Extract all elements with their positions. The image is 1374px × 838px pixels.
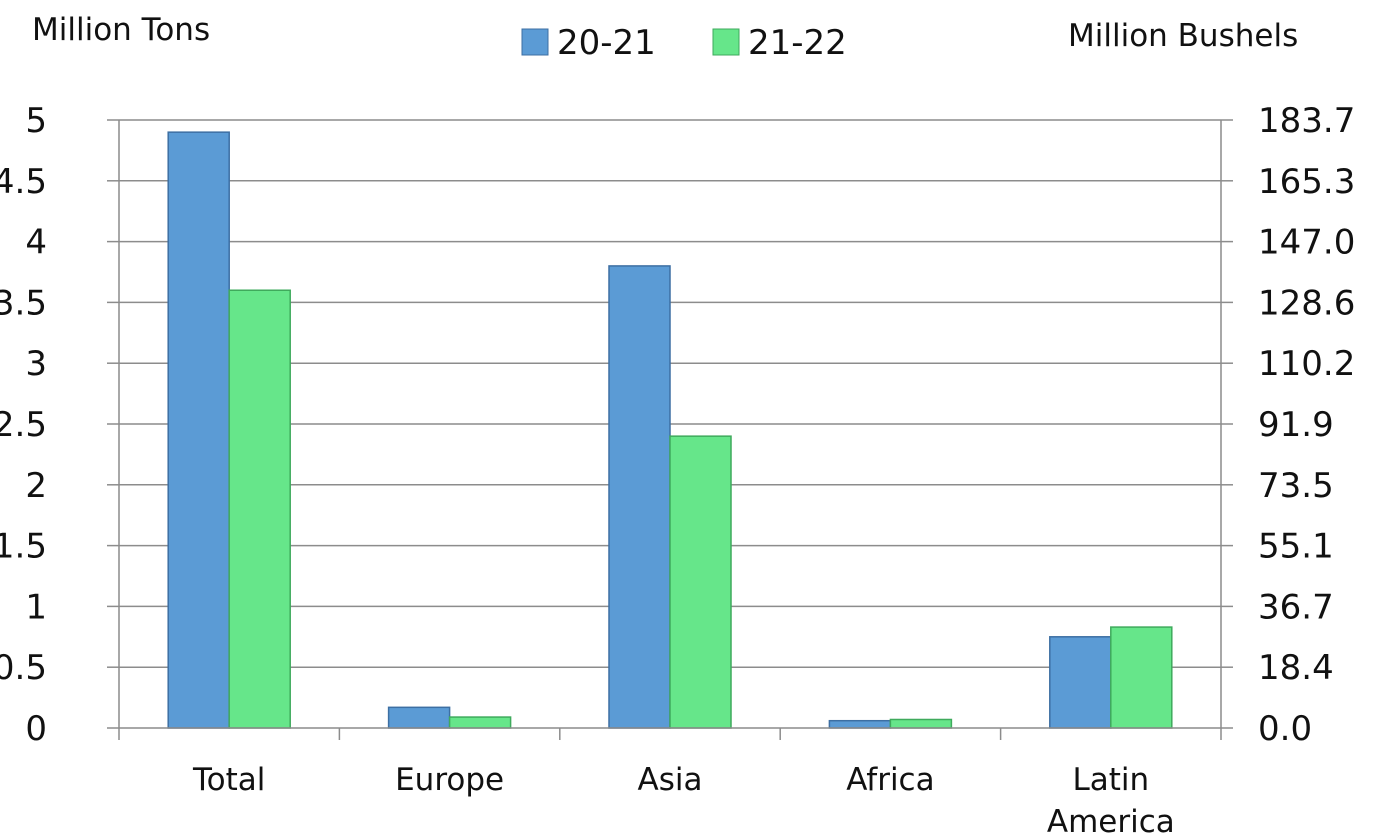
bar-21-22-total — [228, 289, 291, 729]
x-tick-label: Total — [192, 762, 265, 798]
x-tick-label: Latin America — [1047, 762, 1175, 838]
bar-21-22-europe — [448, 716, 512, 729]
bars — [167, 131, 1173, 729]
bar-20-21-europe — [387, 706, 451, 729]
y-tick-label: 1.5 — [0, 527, 47, 567]
y2-tick-label: 55.1 — [1258, 527, 1334, 567]
x-tick-label: Asia — [638, 762, 703, 798]
y-tick-labels: 0 0.5 1 1.5 2 2.5 3 3.5 4 4.5 5 — [0, 101, 47, 749]
y2-tick-label: 128.6 — [1258, 283, 1355, 323]
y2-tick-label: 147.0 — [1258, 223, 1355, 263]
y2-tick-label: 36.7 — [1258, 587, 1334, 627]
bar-21-22-africa — [889, 718, 953, 729]
bar-21-22-asia — [669, 435, 732, 729]
y-tick-label: 4 — [25, 223, 47, 263]
legend-label-21-22: 21-22 — [748, 23, 847, 63]
x-tick-labels: Total Europe Asia Africa Latin America — [192, 762, 1175, 838]
y2-tick-label: 0.0 — [1258, 709, 1312, 749]
y2-axis-label: Million Bushels — [1068, 18, 1298, 54]
y-tick-label: 4.5 — [0, 162, 47, 202]
y2-tick-label: 165.3 — [1258, 162, 1355, 202]
y2-tick-label: 91.9 — [1258, 405, 1334, 445]
y2-tick-label: 18.4 — [1258, 648, 1334, 688]
y-tick-label: 0.5 — [0, 648, 47, 688]
x-tick-label: Europe — [395, 762, 504, 798]
bar-21-22-latin-america — [1110, 626, 1173, 729]
legend-swatch-20-21 — [521, 28, 549, 56]
y-tick-label: 3 — [25, 344, 47, 384]
x-tick-label: Africa — [846, 762, 934, 798]
y2-tick-labels: 0.0 18.4 36.7 55.1 73.5 91.9 110.2 128.6 147.0 16… — [1258, 101, 1355, 749]
legend: 20-21 21-22 — [521, 23, 847, 63]
y-tick-label: 1 — [25, 587, 47, 627]
y2-tick-label: 183.7 — [1258, 101, 1355, 141]
bar-20-21-total — [167, 131, 230, 729]
y2-tick-label: 73.5 — [1258, 466, 1334, 506]
legend-swatch-21-22 — [712, 28, 740, 56]
y-tick-label: 2 — [25, 466, 47, 506]
y-tick-label: 3.5 — [0, 283, 47, 323]
y-tick-label: 5 — [25, 101, 47, 141]
y-tick-label: 0 — [25, 709, 47, 749]
bar-20-21-asia — [608, 265, 671, 729]
axes — [107, 119, 1233, 740]
y-axis-label: Million Tons — [32, 12, 210, 48]
bar-20-21-latin-america — [1049, 636, 1112, 729]
bar-20-21-africa — [828, 719, 892, 729]
y2-tick-label: 110.2 — [1258, 344, 1355, 384]
legend-label-20-21: 20-21 — [557, 23, 656, 63]
y-tick-label: 2.5 — [0, 405, 47, 445]
